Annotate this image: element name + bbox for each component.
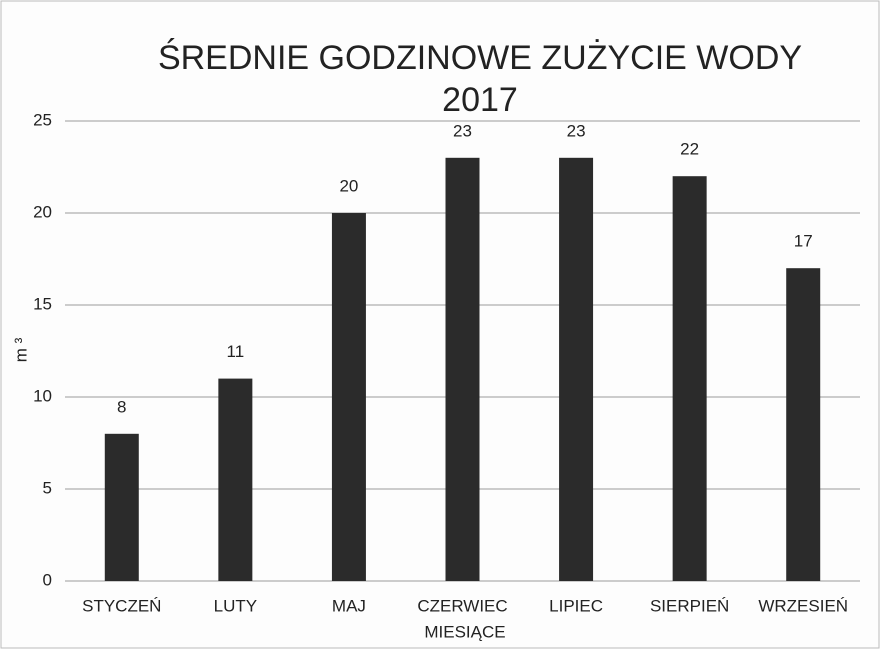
chart-title: ŚREDNIE GODZINOWE ZUŻYCIE WODY 2017 <box>158 38 802 119</box>
x-tick-label: SIERPIEŃ <box>650 596 729 615</box>
bar <box>331 213 366 581</box>
x-tick-label: MAJ <box>332 596 366 615</box>
data-label: 11 <box>227 342 245 361</box>
data-label: 20 <box>339 176 358 195</box>
bar <box>559 157 594 582</box>
bar <box>786 268 821 581</box>
x-tick-label: LUTY <box>214 596 257 615</box>
bar <box>445 157 480 582</box>
x-tick-label: STYCZEŃ <box>82 596 161 615</box>
y-axis-label: m ³ <box>11 337 30 362</box>
data-label: 22 <box>680 140 699 159</box>
data-label: 17 <box>794 232 813 251</box>
data-label: 23 <box>567 121 586 140</box>
y-tick-label: 5 <box>43 478 52 497</box>
y-tick-label: 0 <box>43 570 52 589</box>
y-tick-label: 10 <box>33 386 52 405</box>
y-tick-label: 25 <box>33 110 52 129</box>
x-tick-label: WRZESIEŃ <box>758 596 848 615</box>
bar <box>672 176 707 581</box>
data-label: 8 <box>117 397 126 416</box>
data-label: 23 <box>453 121 472 140</box>
x-tick-label: LIPIEC <box>549 596 603 615</box>
y-tick-label: 15 <box>33 294 52 313</box>
bar <box>104 433 139 581</box>
x-tick-label: CZERWIEC <box>417 596 507 615</box>
bar <box>218 378 253 581</box>
x-axis-label: MIESIĄCE <box>424 622 505 641</box>
y-tick-label: 20 <box>33 202 52 221</box>
